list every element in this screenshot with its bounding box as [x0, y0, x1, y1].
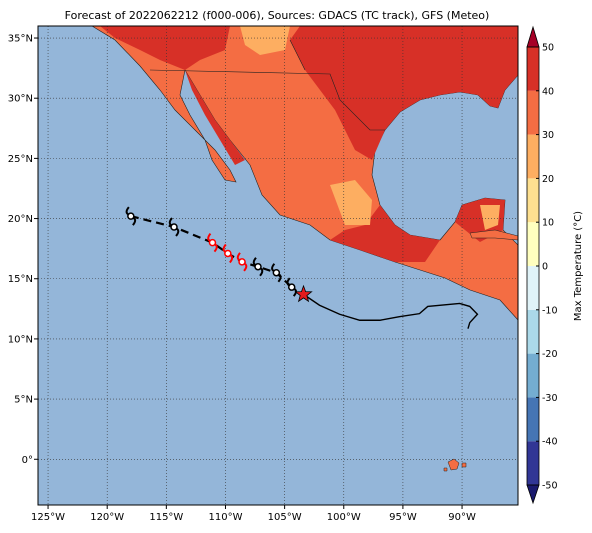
colorbar-bin [527, 441, 539, 485]
y-tick-label: 15°N [8, 274, 33, 285]
grid [34, 26, 518, 509]
colorbar-tick-label: 40 [542, 86, 554, 97]
x-tick-label: 115°W [149, 512, 183, 523]
colorbar-bin [527, 178, 539, 223]
warm-zone [240, 26, 290, 55]
colorbar: -50 -40 -30 -20 -10 0 10 20 30 40 50 [526, 25, 558, 505]
colorbar-tick-label: 20 [542, 174, 554, 185]
past-track [303, 293, 479, 329]
x-tick-label: 120°W [90, 512, 124, 523]
track-point [287, 283, 296, 291]
x-tick-label: 95°W [389, 512, 417, 523]
map-frame [37, 25, 519, 506]
colorbar-tick-label: -40 [542, 437, 558, 448]
y-tick-label: 5°N [14, 395, 33, 406]
x-tick-label: 105°W [268, 512, 302, 523]
track-point [272, 268, 281, 277]
x-tick-label: 110°W [208, 512, 242, 523]
land [91, 26, 518, 472]
track-point [254, 262, 262, 271]
y-tick-label: 30°N [8, 94, 33, 105]
title: Forecast of 2022062212 (f000-006), Sourc… [65, 9, 490, 22]
hot-zone [290, 26, 518, 160]
colorbar-bin [527, 222, 539, 266]
hot-zone [100, 26, 230, 70]
cuba [469, 229, 518, 241]
track-point [238, 258, 246, 266]
colorbar-tick-label: -50 [542, 481, 558, 492]
colorbar-tick-label: 0 [542, 262, 548, 273]
y-tick-label: 10°N [8, 334, 33, 345]
x-tick-label: 90°W [448, 512, 476, 523]
y-tick-label: 25°N [8, 154, 33, 165]
colorbar-bin [527, 47, 539, 91]
track-point [170, 223, 178, 231]
colorbar-tick-label: -20 [542, 349, 558, 360]
colorbar-bin [527, 353, 539, 398]
y-tick-label: 0° [22, 455, 33, 466]
colorbar-tick-label: -30 [542, 393, 558, 404]
colorbar-bin [527, 266, 539, 310]
colorbar-bin [527, 134, 539, 179]
colorbar-bin [527, 397, 539, 442]
border [149, 39, 385, 131]
warm-zone [480, 205, 500, 230]
track [125, 206, 479, 329]
colorbar-tick-label: -10 [542, 305, 558, 316]
track-point [224, 249, 232, 258]
track-point [127, 212, 135, 220]
colorbar-under [526, 484, 540, 505]
colorbar-over [526, 25, 540, 48]
hot-zone [185, 70, 245, 165]
x-tick-label: 100°W [327, 512, 361, 523]
current-position [294, 284, 313, 303]
colorbar-bin [527, 309, 539, 354]
colorbar-bin [527, 90, 539, 135]
y-tick-label: 20°N [8, 214, 33, 225]
colorbar-tick-label: 30 [542, 130, 554, 141]
warm-zone [330, 180, 372, 225]
track-point [208, 238, 217, 247]
colorbar-tick-label: 50 [542, 43, 554, 54]
hot-zone [330, 205, 440, 262]
colorbar-label: Max Temperature (°C) [573, 211, 584, 321]
x-tick-label: 125°W [31, 512, 65, 523]
y-tick-label: 35°N [8, 34, 33, 45]
colorbar-tick-label: 10 [542, 218, 554, 229]
